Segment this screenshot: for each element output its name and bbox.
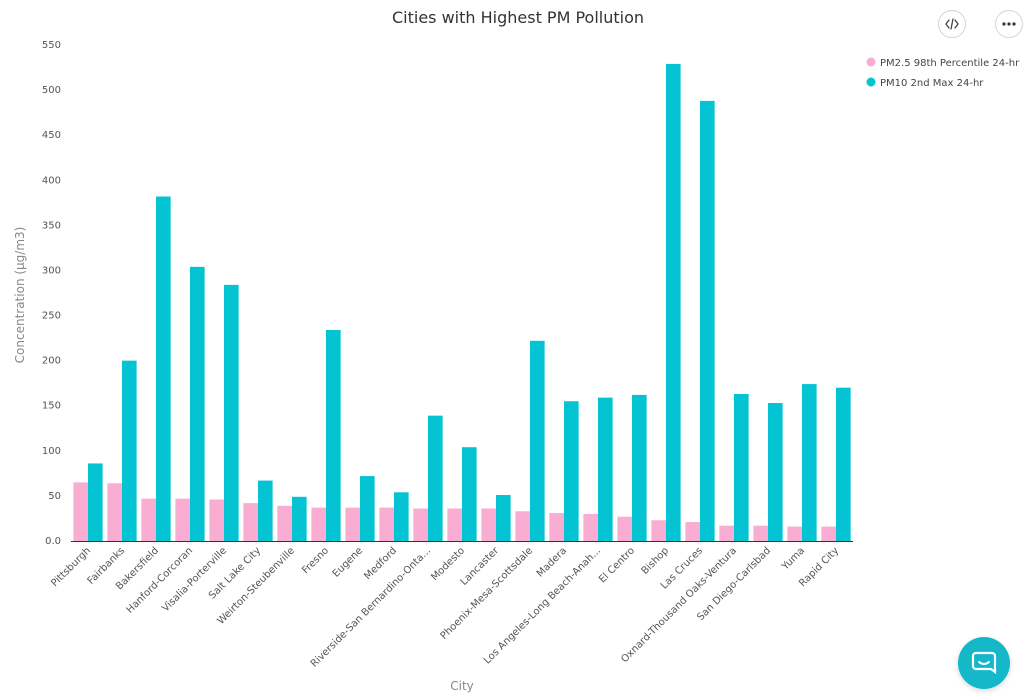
bar-pm25	[73, 482, 88, 541]
bar-pm10	[394, 492, 409, 541]
bar-pm25	[345, 507, 360, 541]
legend-label: PM10 2nd Max 24-hr	[880, 78, 984, 89]
code-icon	[945, 18, 959, 30]
chart-title: Cities with Highest PM Pollution	[392, 8, 644, 27]
bar-pm25	[617, 516, 632, 541]
bar-pm10	[734, 394, 749, 541]
x-tick-label: Yuma	[779, 545, 807, 573]
y-tick-label: 550	[42, 40, 61, 51]
bar-pm25	[719, 525, 734, 541]
x-tick-label: Fresno	[300, 545, 331, 576]
bar-pm25	[753, 525, 768, 541]
legend-marker	[866, 77, 876, 87]
bar-pm10	[122, 360, 137, 541]
bar-pm25	[141, 498, 156, 541]
x-axis-title: City	[450, 679, 474, 693]
bar-pm25	[277, 505, 292, 541]
bar-pm25	[685, 522, 700, 541]
bar-pm10	[496, 495, 511, 541]
legend: PM2.5 98th Percentile 24-hr PM10 2nd Max …	[866, 57, 1020, 89]
y-tick-label: 450	[42, 130, 61, 141]
y-tick-label: 50	[48, 491, 61, 502]
bar-pm10	[768, 403, 783, 541]
y-tick-label: 150	[42, 401, 61, 412]
y-tick-label: 200	[42, 356, 61, 367]
x-tick-label: Pittsburgh	[49, 545, 93, 589]
legend-label: PM2.5 98th Percentile 24-hr	[880, 58, 1020, 69]
legend-marker	[866, 57, 876, 67]
bar-pm25	[413, 508, 428, 541]
bar-pm25	[583, 513, 598, 541]
bar-pm10	[190, 266, 205, 541]
more-options-icon	[1002, 22, 1016, 26]
bar-pm10	[598, 397, 613, 541]
bar-pm25	[379, 507, 394, 541]
y-axis: 0.0 50 100 150 200 250 300 350 400 450 500 550	[42, 40, 61, 547]
y-tick-label: 0.0	[45, 536, 61, 547]
x-tick-label: Madera	[535, 545, 569, 579]
bar-pm10	[836, 387, 851, 541]
y-tick-label: 100	[42, 446, 61, 457]
more-options-button[interactable]	[995, 10, 1023, 38]
bar-pm25	[175, 498, 190, 541]
bar-pm25	[447, 508, 462, 541]
bar-pm10	[802, 384, 817, 541]
bar-pm25	[311, 507, 326, 541]
bar-pm25	[549, 513, 564, 541]
x-axis: PittsburghFairbanksBakersfieldHanford-Co…	[49, 541, 853, 670]
bar-pm10	[428, 415, 443, 541]
bar-pm10	[564, 401, 579, 541]
y-tick-label: 400	[42, 175, 61, 186]
bar-pm25	[787, 526, 802, 541]
x-tick-label: Bishop	[640, 545, 672, 577]
bar-pm10	[462, 447, 477, 541]
bar-pm25	[515, 511, 530, 541]
bar-pm10	[292, 496, 307, 541]
bar-pm10	[156, 196, 171, 541]
embed-code-button[interactable]	[938, 10, 966, 38]
y-tick-label: 300	[42, 265, 61, 276]
bar-pm25	[821, 526, 836, 541]
bar-pm10	[632, 394, 647, 541]
bars	[73, 63, 851, 541]
bar-pm25	[209, 499, 224, 541]
bar-pm10	[88, 463, 103, 541]
y-tick-label: 500	[42, 85, 61, 96]
x-tick-label: El Centro	[597, 545, 637, 585]
bar-pm10	[666, 63, 681, 541]
bar-pm10	[258, 480, 273, 541]
bar-pm25	[107, 483, 122, 541]
bar-pm10	[530, 340, 545, 541]
y-tick-label: 350	[42, 220, 61, 231]
bar-pm10	[224, 284, 239, 541]
x-tick-label: Riverside-San Bernardino-Onta...	[309, 545, 433, 669]
bar-pm10	[700, 100, 715, 541]
y-tick-label: 250	[42, 311, 61, 322]
x-tick-label: Eugene	[331, 545, 365, 579]
bar-pm10	[326, 329, 341, 541]
x-tick-label: Hanford-Corcoran	[125, 545, 196, 616]
y-axis-title: Concentration (μg/m3)	[13, 227, 27, 364]
bar-pm25	[243, 503, 258, 541]
bar-pm25	[651, 520, 666, 541]
chat-button[interactable]	[958, 637, 1010, 689]
bar-pm10	[360, 476, 375, 541]
bar-pm25	[481, 508, 496, 541]
chat-icon	[971, 651, 997, 675]
x-tick-label: Visalia-Porterville	[160, 545, 229, 614]
